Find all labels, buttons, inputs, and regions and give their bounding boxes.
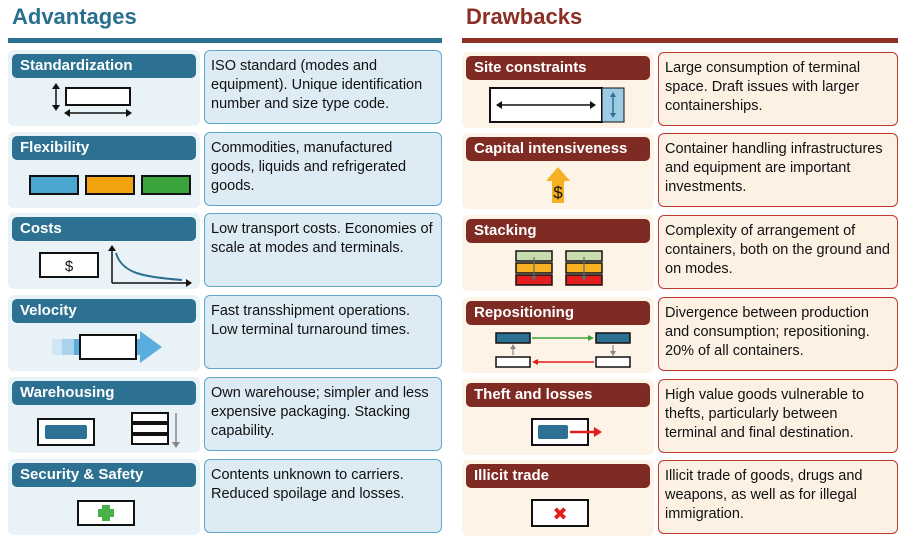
drawback-description: High value goods vulnerable to thefts, p… (658, 379, 898, 453)
advantage-label: Costs (12, 217, 196, 241)
capital-arrow-icon: $ (546, 167, 570, 203)
drawback-row-repositioning: Repositioning Divergence between product… (462, 297, 898, 373)
multi-container-icon (29, 175, 191, 195)
drawback-row-theft-losses: Theft and losses High value goods vulner… (462, 379, 898, 455)
advantage-label: Standardization (12, 54, 196, 78)
advantage-card: Standardization (8, 50, 200, 126)
advantage-card: Velocity (8, 295, 200, 371)
drawback-row-illicit-trade: Illicit trade ✖ Illicit trade of goods, … (462, 460, 898, 536)
advantage-card: Flexibility (8, 132, 200, 208)
advantages-divider (8, 38, 442, 43)
drawback-description: Container handling infrastructures and e… (658, 133, 898, 207)
drawback-description: Divergence between production and consum… (658, 297, 898, 371)
site-space-icon (489, 87, 625, 123)
warehouse-stack-icon (37, 412, 180, 448)
x-mark: ✖ (552, 504, 567, 525)
advantage-card: Costs $ (8, 213, 200, 289)
advantage-row-costs: Costs $ Low transport costs. Economies o… (8, 213, 442, 289)
advantage-label: Velocity (12, 299, 196, 323)
advantage-row-velocity: Velocity Fast transshipment operations. … (8, 295, 442, 371)
advantage-label: Flexibility (12, 136, 196, 160)
cost-curve-icon: $ (39, 245, 192, 287)
drawback-card: Illicit trade ✖ (462, 460, 654, 536)
drawback-card: Site constraints (462, 52, 654, 128)
drawback-label: Stacking (466, 219, 650, 243)
repositioning-icon (495, 332, 631, 368)
dollar-sign: $ (65, 258, 74, 275)
drawback-description: Complexity of arrangement of containers,… (658, 215, 898, 289)
drawback-card: Stacking (462, 215, 654, 291)
drawback-card: Repositioning (462, 297, 654, 373)
advantage-label: Warehousing (12, 381, 196, 405)
drawback-row-site-constraints: Site constraints Large consumption of te… (462, 52, 898, 128)
advantage-row-warehousing: Warehousing Own warehouse; simpler and l… (8, 377, 442, 453)
advantage-card: Warehousing (8, 377, 200, 453)
drawback-row-stacking: Stacking Complexity of arrangement of co… (462, 215, 898, 291)
drawbacks-divider (462, 38, 898, 43)
drawback-description: Large consumption of terminal space. Dra… (658, 52, 898, 126)
fast-container-icon (52, 331, 162, 363)
advantage-row-flexibility: Flexibility Commodities, manufactured go… (8, 132, 442, 208)
container-dimensions-icon (52, 83, 132, 117)
drawback-card: Capital intensiveness $ (462, 133, 654, 209)
safety-cross-icon (77, 500, 135, 526)
illicit-x-icon: ✖ (531, 499, 589, 527)
advantage-description: Commodities, manufactured goods, liquids… (204, 132, 442, 206)
drawback-label: Capital intensiveness (466, 137, 650, 161)
drawback-label: Site constraints (466, 56, 650, 80)
drawback-description: Illicit trade of goods, drugs and weapon… (658, 460, 898, 534)
advantage-label: Security & Safety (12, 463, 196, 487)
advantage-description: Fast transshipment operations. Low termi… (204, 295, 442, 369)
drawback-label: Repositioning (466, 301, 650, 325)
advantage-description: ISO standard (modes and equipment). Uniq… (204, 50, 442, 124)
drawbacks-heading: Drawbacks (466, 4, 583, 29)
advantage-description: Low transport costs. Economies of scale … (204, 213, 442, 287)
advantage-card: Security & Safety (8, 459, 200, 535)
stacking-icon (515, 250, 603, 286)
drawback-label: Theft and losses (466, 383, 650, 407)
advantages-column: Advantages Standardization ISO standard … (8, 0, 444, 542)
advantage-description: Own warehouse; simpler and less expensiv… (204, 377, 442, 451)
advantages-heading: Advantages (12, 4, 137, 29)
drawback-row-capital-intensiveness: Capital intensiveness $ Container handli… (462, 133, 898, 209)
theft-icon (531, 418, 602, 446)
advantage-row-security-safety: Security & Safety Contents unknown to ca… (8, 459, 442, 535)
drawback-label: Illicit trade (466, 464, 650, 488)
advantage-row-standardization: Standardization ISO standard (modes and … (8, 50, 442, 126)
drawbacks-column: Drawbacks Site constraints Large consump… (462, 0, 898, 542)
advantage-description: Contents unknown to carriers. Reduced sp… (204, 459, 442, 533)
drawback-card: Theft and losses (462, 379, 654, 455)
dollar-sign: $ (553, 183, 563, 202)
